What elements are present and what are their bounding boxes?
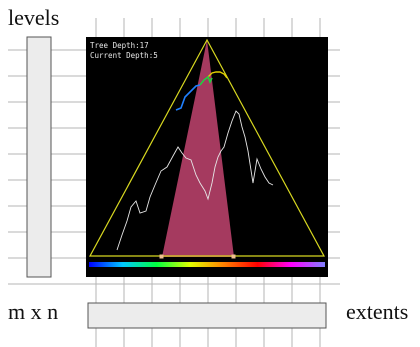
levels-panel — [26, 36, 52, 278]
mxn-label: m x n — [8, 299, 58, 324]
terrain-profile-line — [116, 110, 274, 251]
tree-depth-text: Tree Depth:17 — [90, 41, 149, 50]
traversal-path-green — [199, 75, 213, 86]
frustum-marker-left — [159, 254, 164, 259]
extents-label: extents — [346, 299, 408, 324]
current-depth-text: Current Depth:5 — [90, 51, 158, 60]
terrain-viewport: Tree Depth:17 Current Depth:5 — [86, 37, 328, 277]
rainbow-color-bar — [89, 262, 325, 267]
extent-triangle — [88, 38, 326, 257]
traversal-path-blue — [175, 84, 201, 111]
traversal-path-yellow — [207, 71, 228, 79]
levels-label: levels — [8, 5, 59, 30]
extents-panel — [87, 302, 327, 329]
frustum-marker-right — [231, 254, 236, 259]
view-frustum — [162, 40, 234, 257]
